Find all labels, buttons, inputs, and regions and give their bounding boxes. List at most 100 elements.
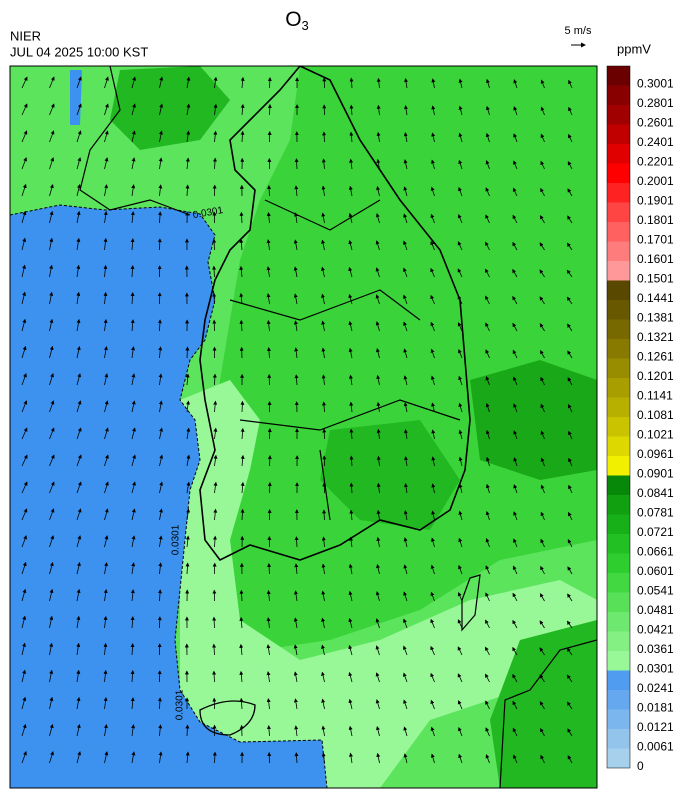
wind-arrow (21, 103, 28, 116)
wind-arrow (540, 133, 545, 143)
wind-arrow (213, 481, 218, 494)
wind-arrow (185, 346, 190, 359)
wind-arrow (213, 130, 218, 143)
wind-arrow (213, 427, 218, 440)
wind-arrow (402, 267, 408, 278)
wind-arrow (158, 562, 163, 575)
wind-arrow (76, 103, 82, 116)
wind-arrow (21, 481, 28, 494)
wind-arrow (403, 699, 408, 710)
wind-arrow (49, 373, 54, 386)
wind-arrow (512, 727, 518, 737)
wind-arrow (21, 291, 26, 305)
boundaries (79, 66, 461, 521)
wind-arrow (540, 565, 545, 575)
wind-arrow (403, 618, 408, 629)
wind-arrow (49, 508, 55, 521)
wind-arrow (49, 454, 55, 467)
colorbar-box (607, 495, 630, 515)
wind-arrow (430, 375, 435, 386)
wind-arrow (239, 292, 244, 305)
wind-arrow (293, 644, 298, 656)
wind-arrow (131, 373, 136, 386)
wind-arrow (539, 701, 545, 710)
wind-arrow (76, 264, 81, 278)
colorbar-label: 0 (637, 759, 644, 773)
wind-arrow (240, 130, 245, 143)
colorbar-label: 0.1701 (637, 233, 674, 247)
wind-arrow (485, 376, 490, 386)
wind-arrow (239, 589, 244, 602)
wind-arrow (322, 509, 327, 521)
wind-arrow (131, 103, 136, 116)
colorbar-label: 0.1901 (637, 194, 674, 208)
wind-arrow (539, 269, 545, 278)
wind-arrow (458, 348, 463, 359)
map: 0.0301 0.0301 0.0301 (10, 66, 597, 788)
wind-arrow (76, 373, 82, 386)
wind-arrow (159, 481, 164, 494)
wind-arrow (376, 77, 381, 89)
wind-arrow (376, 726, 380, 737)
wind-arrow (159, 76, 164, 89)
wind-arrow (76, 157, 82, 170)
wind-arrow (321, 725, 326, 737)
wind-arrow (348, 644, 353, 656)
wind-arrow (131, 508, 136, 521)
wind-arrow (104, 535, 109, 548)
wind-arrow (458, 159, 463, 170)
wind-arrow (513, 376, 518, 386)
wind-arrow (376, 536, 381, 548)
wind-arrow (49, 400, 55, 413)
wind-arrow (49, 345, 54, 359)
title-text: O (285, 8, 301, 31)
colorbar-label: 0.0301 (637, 662, 674, 676)
wind-arrow (375, 213, 380, 224)
wind-arrow (513, 403, 518, 413)
wind-arrow (158, 535, 163, 548)
colorbar-box (607, 222, 630, 242)
wind-arrow (21, 318, 27, 332)
wind-arrow (266, 320, 271, 332)
wind-arrow (21, 237, 27, 251)
colorbar-box (607, 144, 630, 164)
wind-arrow (349, 428, 354, 440)
wind-arrow (403, 132, 408, 143)
wind-arrow (458, 132, 463, 143)
wind-arrow (49, 696, 54, 710)
wind-arrow (21, 696, 27, 710)
wind-arrow (458, 78, 463, 89)
wind-arrow (76, 130, 82, 143)
wind-arrow (186, 103, 191, 116)
colorbar-box (607, 66, 630, 86)
wind-arrow (431, 456, 436, 467)
wind-arrow (131, 751, 136, 764)
wind-arrow (158, 157, 163, 170)
wind-arrow (485, 322, 490, 332)
wind-arrow (431, 429, 436, 440)
wind-arrow (104, 157, 109, 170)
wind-arrow (21, 427, 28, 440)
wind-arrow (458, 564, 463, 575)
field-low (180, 380, 597, 788)
colorbar-box (607, 417, 630, 437)
colorbar-box (607, 456, 630, 476)
colorbar-box (607, 475, 630, 495)
wind-arrow (212, 616, 217, 629)
wind-arrow (76, 318, 81, 332)
wind-arrow (513, 133, 518, 143)
wind-arrow (430, 753, 435, 764)
wind-arrow (540, 187, 545, 197)
colorbar-label: 0.2201 (637, 155, 674, 169)
map-frame (9, 65, 598, 789)
wind-arrow (539, 215, 545, 224)
wind-arrow (103, 264, 108, 278)
wind-arrow (76, 669, 81, 683)
colorbar-label: 0.2801 (637, 96, 674, 110)
wind-arrow (213, 103, 218, 116)
wind-arrow (186, 508, 191, 521)
wind-arrow (348, 725, 353, 737)
colorbar-box (607, 85, 630, 105)
wind-arrow (567, 377, 573, 386)
